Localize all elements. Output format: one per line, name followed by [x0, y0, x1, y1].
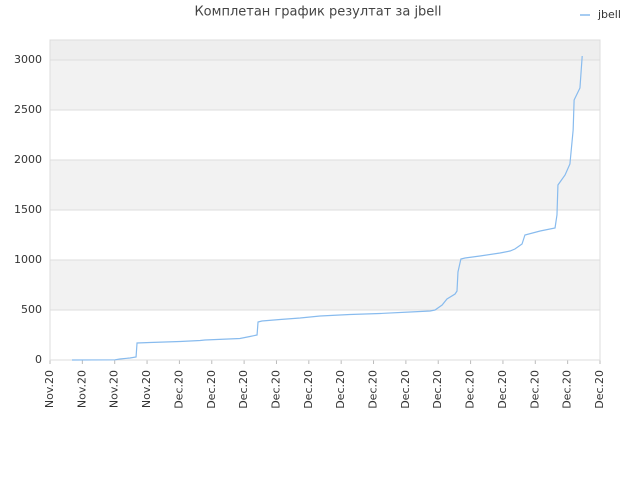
y-tick-label: 1500 [14, 203, 42, 216]
x-tick-label: Nov.20 [108, 370, 121, 408]
x-tick-label: Dec.20 [464, 370, 477, 409]
plot-band [50, 260, 600, 310]
x-tick-label: Nov.20 [75, 370, 88, 408]
y-tick-label: 2000 [14, 153, 42, 166]
plot-border [49, 39, 601, 361]
x-tick-label: Dec.20 [367, 370, 380, 409]
x-tick-label: Dec.20 [269, 370, 282, 409]
x-tick-label: Dec.20 [561, 370, 574, 409]
x-tick-label: Dec.20 [593, 370, 606, 409]
x-tick-label: Dec.20 [334, 370, 347, 409]
x-tick-label: Dec.20 [237, 370, 250, 409]
legend-label: jbell [597, 8, 621, 21]
data-line [71, 55, 583, 361]
plot-band [50, 160, 600, 210]
x-tick-label: Dec.20 [528, 370, 541, 409]
plot-band [50, 110, 600, 160]
x-tick-label: Dec.20 [431, 370, 444, 409]
x-tick-label: Nov.20 [140, 370, 153, 408]
x-tick-label: Dec.20 [302, 370, 315, 409]
plot-band [50, 210, 600, 260]
chart-title: Комплетан график резултат за jbell [194, 5, 441, 20]
x-tick-label: Dec.20 [399, 370, 412, 409]
y-tick-label: 0 [35, 353, 42, 366]
y-tick-label: 1000 [14, 253, 42, 266]
y-tick-label: 500 [21, 303, 42, 316]
plot-band [50, 310, 600, 360]
x-tick-label: Dec.20 [496, 370, 509, 409]
x-tick-label: Nov.20 [43, 370, 56, 408]
x-tick-label: Dec.20 [205, 370, 218, 409]
y-tick-label: 3000 [14, 53, 42, 66]
x-tick-label: Dec.20 [172, 370, 185, 409]
plot-band [50, 60, 600, 110]
y-tick-label: 2500 [14, 103, 42, 116]
